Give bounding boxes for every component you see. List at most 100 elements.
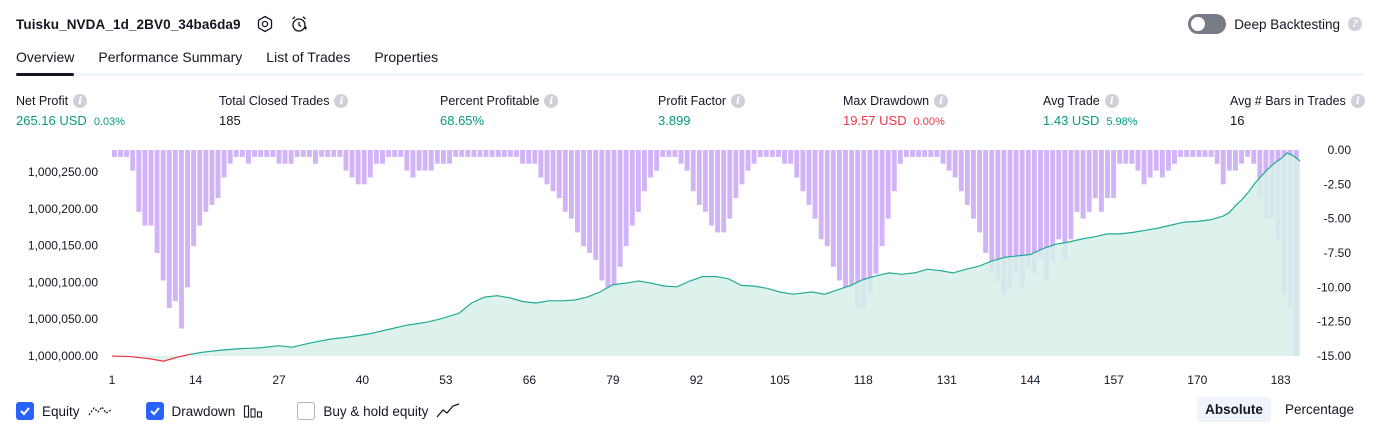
right-tick-label: -12.50 (1317, 315, 1351, 329)
drawdown-bar (276, 150, 282, 164)
drawdown-bar (246, 150, 251, 164)
drawdown-bar (952, 150, 958, 178)
drawdown-bar (422, 150, 428, 171)
drawdown-bar (191, 150, 197, 247)
drawdown-bar (282, 150, 288, 164)
drawdown-bar (416, 150, 422, 171)
drawdown-bar (1025, 150, 1031, 267)
drawdown-bar (1098, 150, 1104, 212)
x-tick-label: 105 (770, 373, 790, 387)
drawdown-bar (160, 150, 166, 281)
drawdown-bar (270, 150, 276, 157)
tab-overview[interactable]: Overview (16, 44, 75, 76)
alarm-clock-icon[interactable] (289, 14, 309, 34)
equity-drawdown-chart[interactable]: 1,000,250.00 1,000,200.00 1,000,150.00 1,00… (0, 140, 1379, 392)
equity-checkbox[interactable] (16, 402, 34, 420)
drawdown-checkbox[interactable] (145, 402, 164, 420)
stat-label: Net Profit (16, 94, 69, 108)
x-tick-label: 1 (109, 373, 116, 387)
buy-hold-label: Buy & hold equity (323, 403, 429, 419)
drawdown-bar (343, 150, 349, 171)
drawdown-bar (690, 150, 696, 192)
info-icon[interactable]: i (544, 94, 559, 108)
drawdown-bar (361, 150, 367, 185)
drawdown-bar (112, 150, 117, 157)
equity-negative-line (111, 353, 190, 362)
equity-series (111, 152, 1301, 362)
drawdown-bar (568, 150, 574, 219)
buy-hold-checkbox[interactable] (297, 402, 316, 420)
tab-properties[interactable]: Properties (374, 49, 439, 65)
info-icon[interactable]: i (1104, 94, 1119, 108)
drawdown-bar (788, 150, 794, 164)
drawdown-bar (733, 150, 739, 199)
drawdown-bar (763, 150, 769, 157)
x-tick-label: 170 (1187, 373, 1207, 387)
drawdown-bar (1214, 150, 1220, 164)
drawdown-bar (702, 150, 708, 212)
drawdown-bar (769, 150, 775, 157)
drawdown-bar (812, 150, 818, 219)
drawdown-bar (294, 150, 300, 157)
info-icon[interactable]: i (73, 94, 88, 108)
legend-buy-hold[interactable]: Buy & hold equity (297, 402, 460, 420)
x-tick-label: 66 (523, 373, 537, 387)
drawdown-bar (1159, 150, 1165, 178)
tab-list-of-trades[interactable]: List of Trades (266, 49, 351, 65)
drawdown-bar (355, 150, 361, 185)
info-icon[interactable]: i (1350, 94, 1365, 108)
trend-line-icon (436, 403, 460, 418)
drawdown-bar (654, 150, 660, 171)
drawdown-bar (544, 150, 550, 185)
drawdown-bar (1092, 150, 1098, 199)
stat-percent-profitable: Percent Profitable i 68.65% (440, 92, 559, 128)
legend-equity[interactable]: Equity (16, 402, 112, 420)
drawdown-bar (977, 150, 982, 233)
x-tick-label: 27 (272, 373, 286, 387)
drawdown-bar (562, 150, 568, 212)
drawdown-bar (1129, 150, 1135, 164)
drawdown-bar (721, 150, 727, 233)
drawdown-bar (1001, 150, 1007, 295)
stat-profit-factor: Profit Factor i 3.899 (658, 92, 746, 128)
drawdown-bar (331, 150, 337, 157)
drawdown-bar (867, 150, 873, 295)
percentage-button[interactable]: Percentage (1284, 402, 1354, 417)
stat-avg-trade: Avg Trade i 1.43 USD 5.98% (1043, 92, 1138, 128)
drawdown-bar (495, 150, 501, 157)
drawdown-bar (532, 150, 538, 164)
drawdown-bar (879, 150, 885, 247)
info-icon[interactable]: i (334, 94, 349, 108)
tab-performance-summary[interactable]: Performance Summary (98, 49, 243, 65)
stat-net-profit: Net Profit i 265.16 USD 0.03% (16, 92, 125, 128)
drawdown-bar (459, 150, 465, 157)
drawdown-bar (794, 150, 800, 178)
drawdown-bar (258, 150, 264, 157)
drawdown-bar (1074, 150, 1080, 212)
drawdown-bar (958, 150, 964, 192)
help-icon[interactable]: ? (1348, 17, 1362, 31)
drawdown-bar (1141, 150, 1147, 185)
drawdown-bar (1056, 150, 1062, 240)
tab-bar: Overview Performance Summary List of Tra… (16, 44, 1363, 76)
stat-value: 68.65% (440, 113, 485, 128)
stat-avg-bars: Avg # Bars in Trades i 16 (1230, 92, 1365, 128)
drawdown-bar (830, 150, 836, 267)
right-tick-label: -15.00 (1317, 349, 1351, 363)
legend-drawdown[interactable]: Drawdown (145, 402, 264, 420)
absolute-button[interactable]: Absolute (1197, 397, 1271, 422)
drawdown-bar (800, 150, 806, 192)
info-icon[interactable]: i (934, 94, 949, 108)
drawdown-bar (550, 150, 556, 192)
x-tick-label: 118 (854, 373, 873, 387)
toggle-knob (1191, 17, 1206, 31)
drawdown-bar (209, 150, 215, 205)
drawdown-bar (556, 150, 562, 199)
info-icon[interactable]: i (731, 94, 746, 108)
drawdown-bar (404, 150, 410, 171)
settings-icon[interactable] (255, 14, 275, 34)
stat-value: 1.43 USD (1043, 113, 1100, 128)
deep-backtesting-toggle[interactable] (1188, 14, 1227, 34)
drawdown-bar (477, 150, 483, 157)
drawdown-bar (367, 150, 373, 178)
